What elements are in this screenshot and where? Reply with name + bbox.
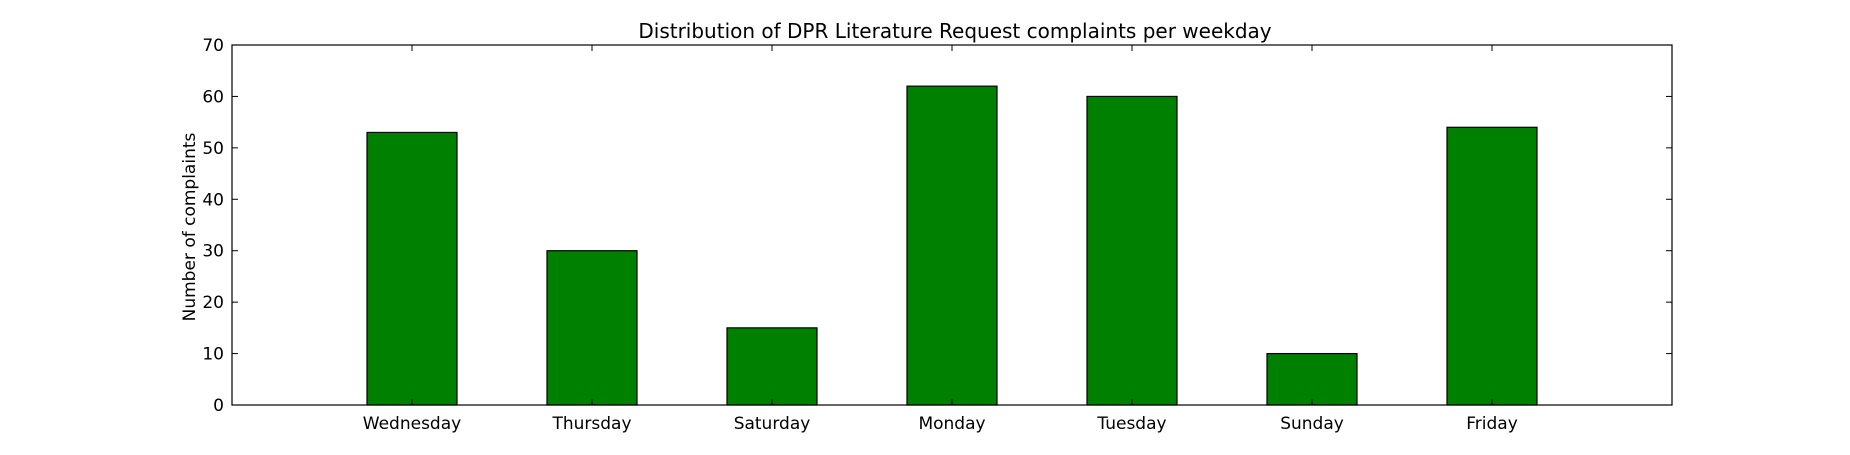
bar-tuesday [1086, 95, 1178, 406]
y-tick-label: 40 [202, 190, 224, 210]
bar-saturday [726, 327, 818, 406]
y-tick-label: 0 [213, 396, 224, 416]
bar-sunday [1266, 352, 1358, 406]
x-tick-label: Wednesday [363, 414, 461, 434]
x-tick-label: Saturday [734, 414, 811, 434]
y-tick-label: 20 [202, 293, 224, 313]
y-tick-label: 10 [202, 345, 224, 365]
y-axis-label: Number of complaints [180, 132, 200, 321]
x-tick-label: Monday [918, 414, 985, 434]
ticks-layer: Wednesday Thursday Saturday Monday Tuesday Su… [202, 36, 1672, 434]
bar-monday [906, 85, 998, 406]
chart-title: Distribution of DPR Literature Request c… [638, 19, 1271, 43]
y-tick-label: 70 [202, 36, 224, 56]
x-tick-label: Sunday [1280, 414, 1344, 434]
x-tick-label: Tuesday [1096, 414, 1166, 434]
plot-frame [231, 44, 1673, 406]
y-tick-label: 50 [202, 139, 224, 159]
x-tick-label: Friday [1466, 414, 1518, 434]
y-tick-label: 60 [202, 87, 224, 107]
bar-wednesday [366, 131, 458, 406]
y-tick-label: 30 [202, 242, 224, 262]
bar-thursday [546, 250, 638, 406]
bar-friday [1446, 126, 1538, 406]
x-tick-label: Thursday [551, 414, 631, 434]
bars-layer [366, 85, 1538, 406]
